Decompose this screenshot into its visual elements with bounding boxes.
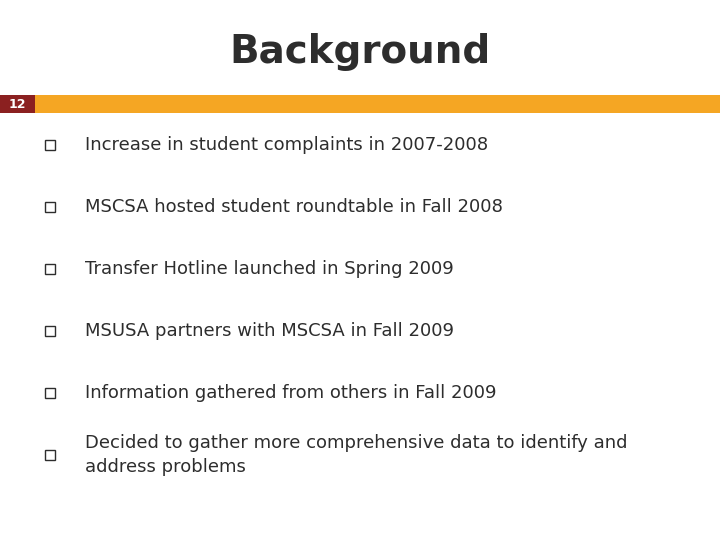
Bar <box>45 388 55 398</box>
Bar <box>35 95 720 113</box>
Text: Information gathered from others in Fall 2009: Information gathered from others in Fall… <box>85 384 497 402</box>
Bar <box>45 326 55 336</box>
Text: Increase in student complaints in 2007-2008: Increase in student complaints in 2007-2… <box>85 136 488 154</box>
Text: Decided to gather more comprehensive data to identify and
address problems: Decided to gather more comprehensive dat… <box>85 434 628 476</box>
Bar <box>0 95 35 113</box>
Text: MSUSA partners with MSCSA in Fall 2009: MSUSA partners with MSCSA in Fall 2009 <box>85 322 454 340</box>
Bar <box>45 450 55 460</box>
Text: 12: 12 <box>9 98 26 111</box>
Bar <box>45 140 55 150</box>
Text: MSCSA hosted student roundtable in Fall 2008: MSCSA hosted student roundtable in Fall … <box>85 198 503 216</box>
Bar <box>45 264 55 274</box>
Text: Transfer Hotline launched in Spring 2009: Transfer Hotline launched in Spring 2009 <box>85 260 454 278</box>
Bar <box>45 202 55 212</box>
Text: Background: Background <box>230 33 490 71</box>
